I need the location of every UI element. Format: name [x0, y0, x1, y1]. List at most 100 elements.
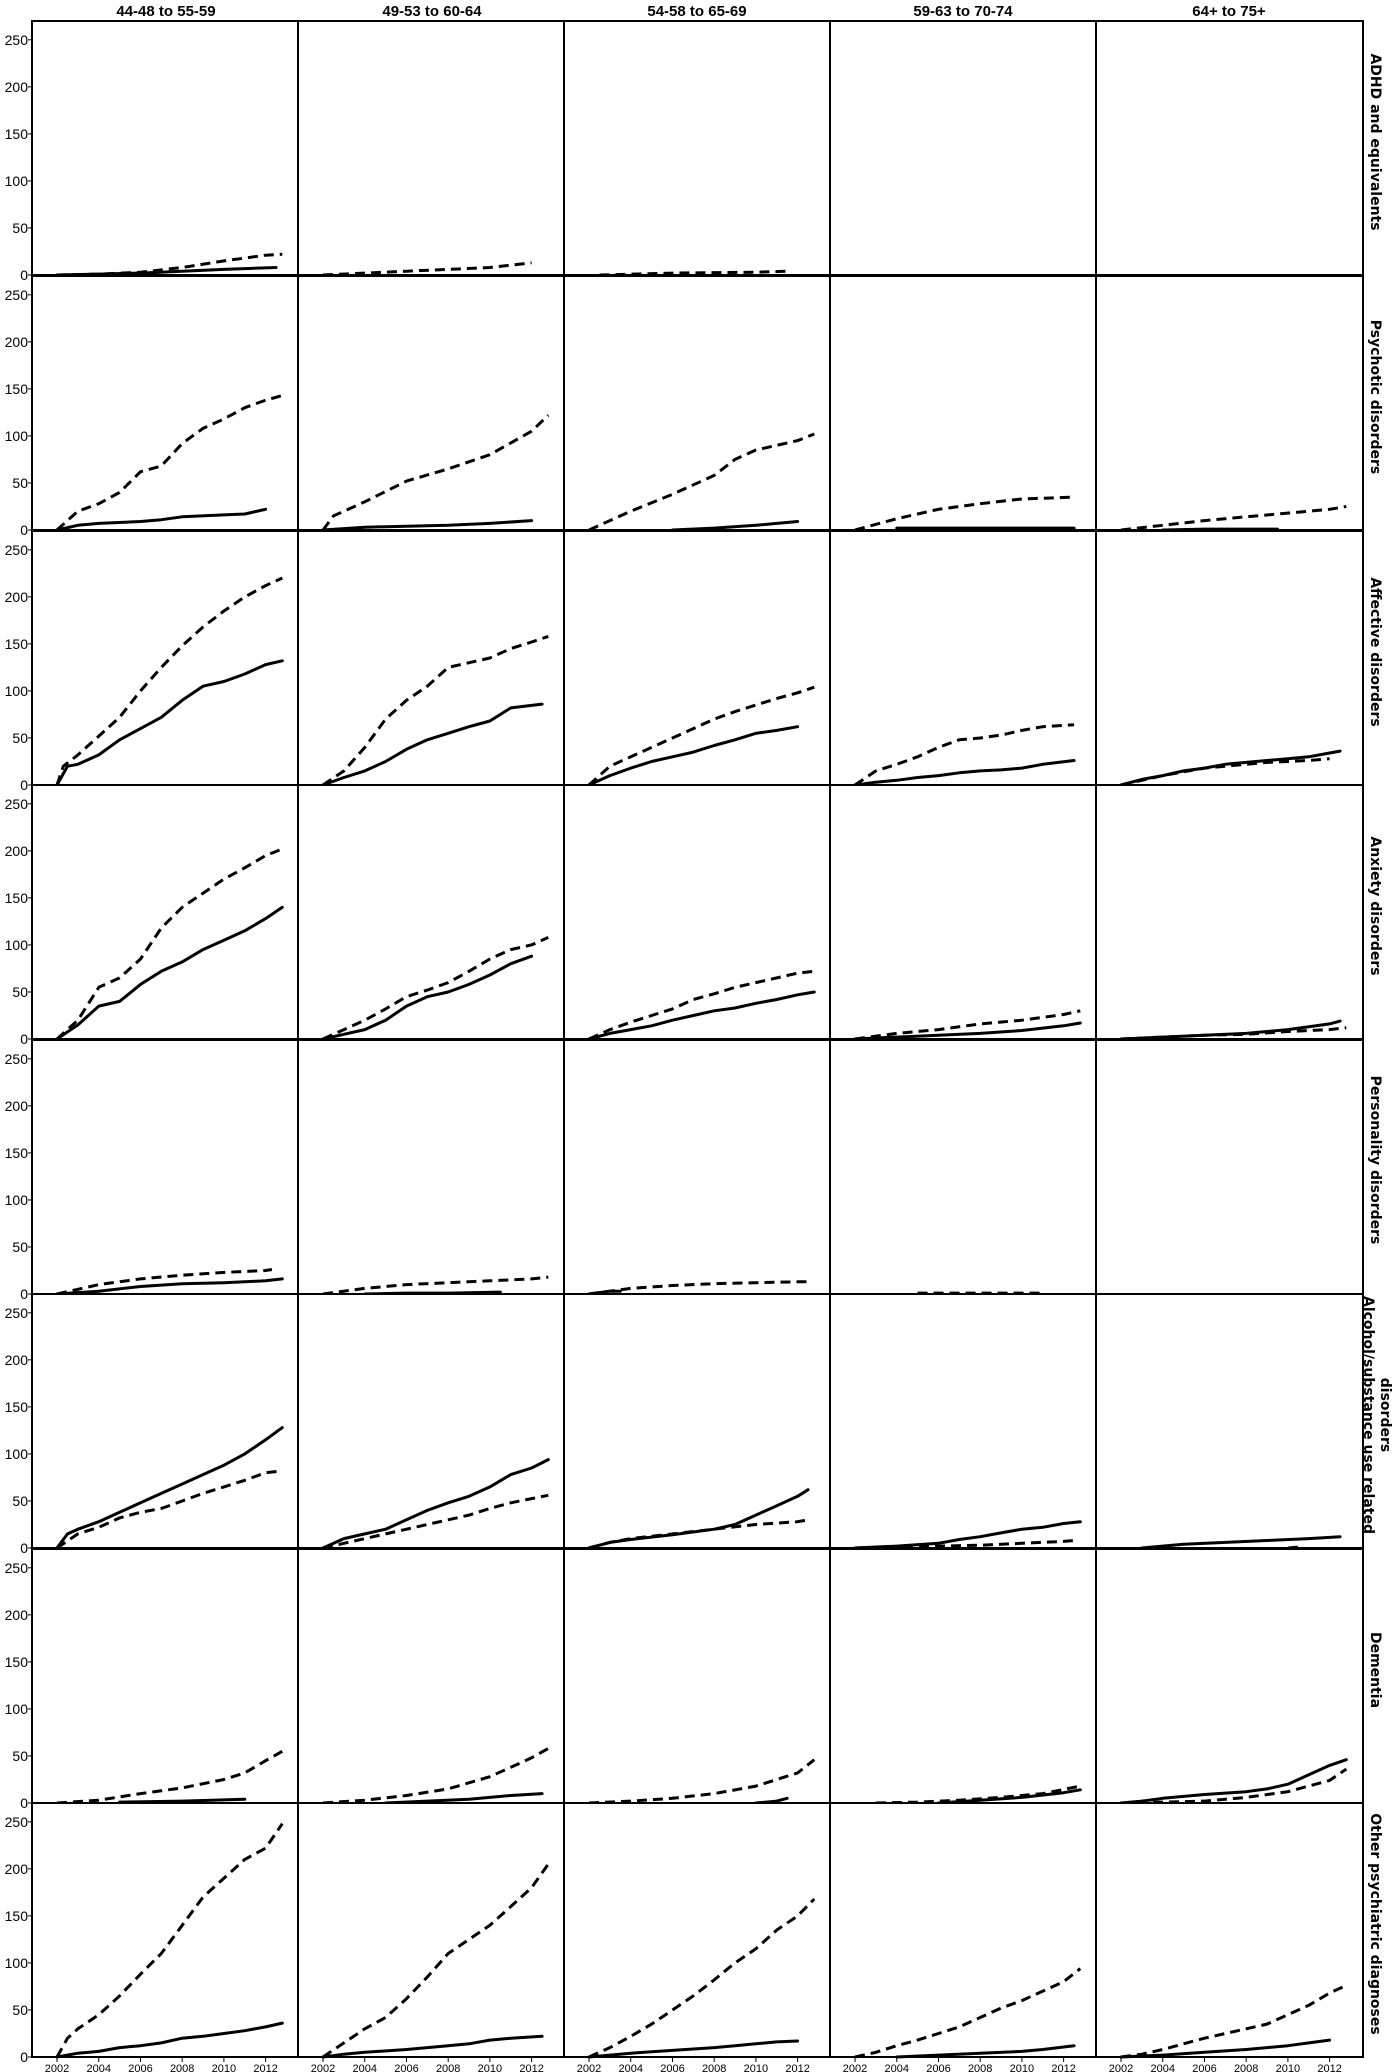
panel-r3-c2 — [297, 530, 566, 787]
series-solid-line — [1119, 1758, 1348, 1805]
y-axis-row-5: 0 50 100 150 200 250 — [5, 1051, 32, 1302]
series-dashed-line — [588, 432, 815, 532]
x-tick-label: 2006 — [926, 2063, 950, 2072]
y-tick-label: 200 — [5, 1352, 29, 1368]
x-tick-label: 2006 — [128, 2063, 152, 2072]
y-tick-label: 100 — [5, 937, 29, 953]
y-tick-label: 150 — [5, 1654, 29, 1670]
panel-frame — [297, 530, 566, 786]
y-tick-label: 250 — [5, 1305, 29, 1321]
series-solid-line — [384, 1792, 544, 1805]
panel-r8-c2 — [297, 1802, 566, 2059]
y-tick-label: 200 — [5, 334, 29, 350]
row-titles: ADHD and equivalents Psychotic disorders… — [1360, 53, 1393, 2034]
panel-r7-c5 — [1095, 1548, 1364, 1805]
panel-r1-c4 — [829, 20, 1098, 276]
y-tick-label: 250 — [5, 1560, 29, 1576]
x-tick-label: 2004 — [619, 2063, 643, 2072]
panel-r3-c4 — [829, 530, 1098, 787]
series-dashed-line — [1120, 505, 1347, 532]
series-dashed-line — [1287, 1545, 1299, 1550]
panel-r1-c5 — [1095, 20, 1364, 276]
series-solid-line — [587, 990, 816, 1041]
y-axis-row-2: 0 50 100 150 200 250 — [5, 287, 32, 538]
series-solid-line — [853, 1520, 1082, 1550]
y-axis-row-6: 0 50 100 150 200 250 — [5, 1305, 32, 1556]
panel-r8-c1 — [31, 1802, 300, 2059]
x-tick-label: 2012 — [253, 2063, 277, 2072]
y-tick-label: 50 — [12, 1748, 28, 1764]
series-dashed-line — [587, 685, 815, 787]
panel-r7-c3 — [563, 1548, 832, 1805]
row-title-other: Other psychiatric diagnoses — [1367, 1813, 1383, 2034]
series-solid-line — [55, 507, 268, 532]
series-solid-line — [321, 519, 534, 532]
y-tick-label: 200 — [5, 79, 29, 95]
panel-frame — [31, 1293, 300, 1549]
panel-r8-c3 — [563, 1802, 832, 2059]
y-tick-label: 150 — [5, 381, 29, 397]
panel-r2-c3 — [563, 275, 832, 532]
panel-frame — [563, 1548, 832, 1804]
panel-frame — [297, 20, 566, 276]
series-solid-line — [587, 1488, 810, 1550]
y-axis-row-8: 0 50 100 150 200 250 — [5, 1814, 32, 2065]
y-tick-label: 100 — [5, 1446, 29, 1462]
panel-frame — [1095, 1802, 1364, 2058]
series-dashed-line — [56, 1749, 284, 1805]
panel-r4-c5 — [1095, 784, 1364, 1041]
panel-r5-c3 — [563, 1039, 832, 1296]
panel-frame — [1095, 20, 1364, 276]
series-dashed-line — [55, 847, 283, 1041]
series-dashed-line — [1120, 1984, 1347, 2059]
series-solid-line — [118, 1797, 247, 1804]
panel-r6-c5 — [1095, 1293, 1364, 1550]
column-title-2: 49-53 to 60-64 — [382, 3, 482, 20]
series-solid-line — [55, 1277, 284, 1296]
panel-frame — [563, 784, 832, 1040]
series-solid-line — [1161, 527, 1279, 532]
panel-r2-c4 — [829, 275, 1098, 532]
series-solid-line — [1119, 2038, 1332, 2059]
x-tick-label: 2004 — [1151, 2063, 1175, 2072]
x-axis-col-2: 2002 2004 2006 2008 2010 2012 — [311, 2057, 544, 2072]
x-tick-label: 2008 — [436, 2063, 460, 2072]
panel-frame — [297, 1039, 566, 1295]
panel-frame — [1095, 1039, 1364, 1295]
series-solid-line — [587, 725, 800, 787]
y-tick-label: 0 — [20, 1031, 28, 1047]
y-tick-label: 250 — [5, 32, 29, 48]
x-tick-label: 2002 — [311, 2063, 335, 2072]
panel-frame — [1095, 1293, 1364, 1549]
y-tick-label: 100 — [5, 428, 29, 444]
series-solid-line — [55, 1426, 284, 1550]
panel-r5-c5 — [1095, 1039, 1364, 1295]
series-dashed-line — [599, 269, 788, 277]
x-tick-label: 2010 — [744, 2063, 768, 2072]
y-tick-label: 100 — [5, 173, 29, 189]
series-dashed-line — [322, 1747, 550, 1805]
series-dashed-line — [322, 1493, 549, 1550]
series-solid-line — [321, 702, 544, 787]
series-dashed-line — [854, 495, 1075, 532]
x-tick-label: 2006 — [394, 2063, 418, 2072]
y-tick-label: 0 — [20, 1795, 28, 1811]
panel-frame — [31, 1039, 300, 1295]
panel-frame — [31, 20, 300, 276]
series-solid-line — [671, 520, 800, 532]
panel-frame — [297, 784, 566, 1040]
panel-frame — [297, 1548, 566, 1804]
row-title-adhd: ADHD and equivalents — [1367, 53, 1383, 230]
x-tick-label: 2002 — [843, 2063, 867, 2072]
series-solid-line — [895, 2044, 1076, 2059]
y-tick-label: 0 — [20, 2049, 28, 2065]
panel-r4-c1 — [31, 784, 300, 1041]
y-tick-label: 250 — [5, 287, 29, 303]
x-axis-col-3: 2002 2004 2006 2008 2010 2012 — [577, 2057, 810, 2072]
panel-r1-c3 — [563, 20, 832, 277]
panel-frame — [829, 1039, 1098, 1295]
y-tick-label: 0 — [20, 1286, 28, 1302]
series-dashed-line — [322, 936, 549, 1041]
panel-frame — [1095, 784, 1364, 1040]
x-tick-label: 2008 — [170, 2063, 194, 2072]
